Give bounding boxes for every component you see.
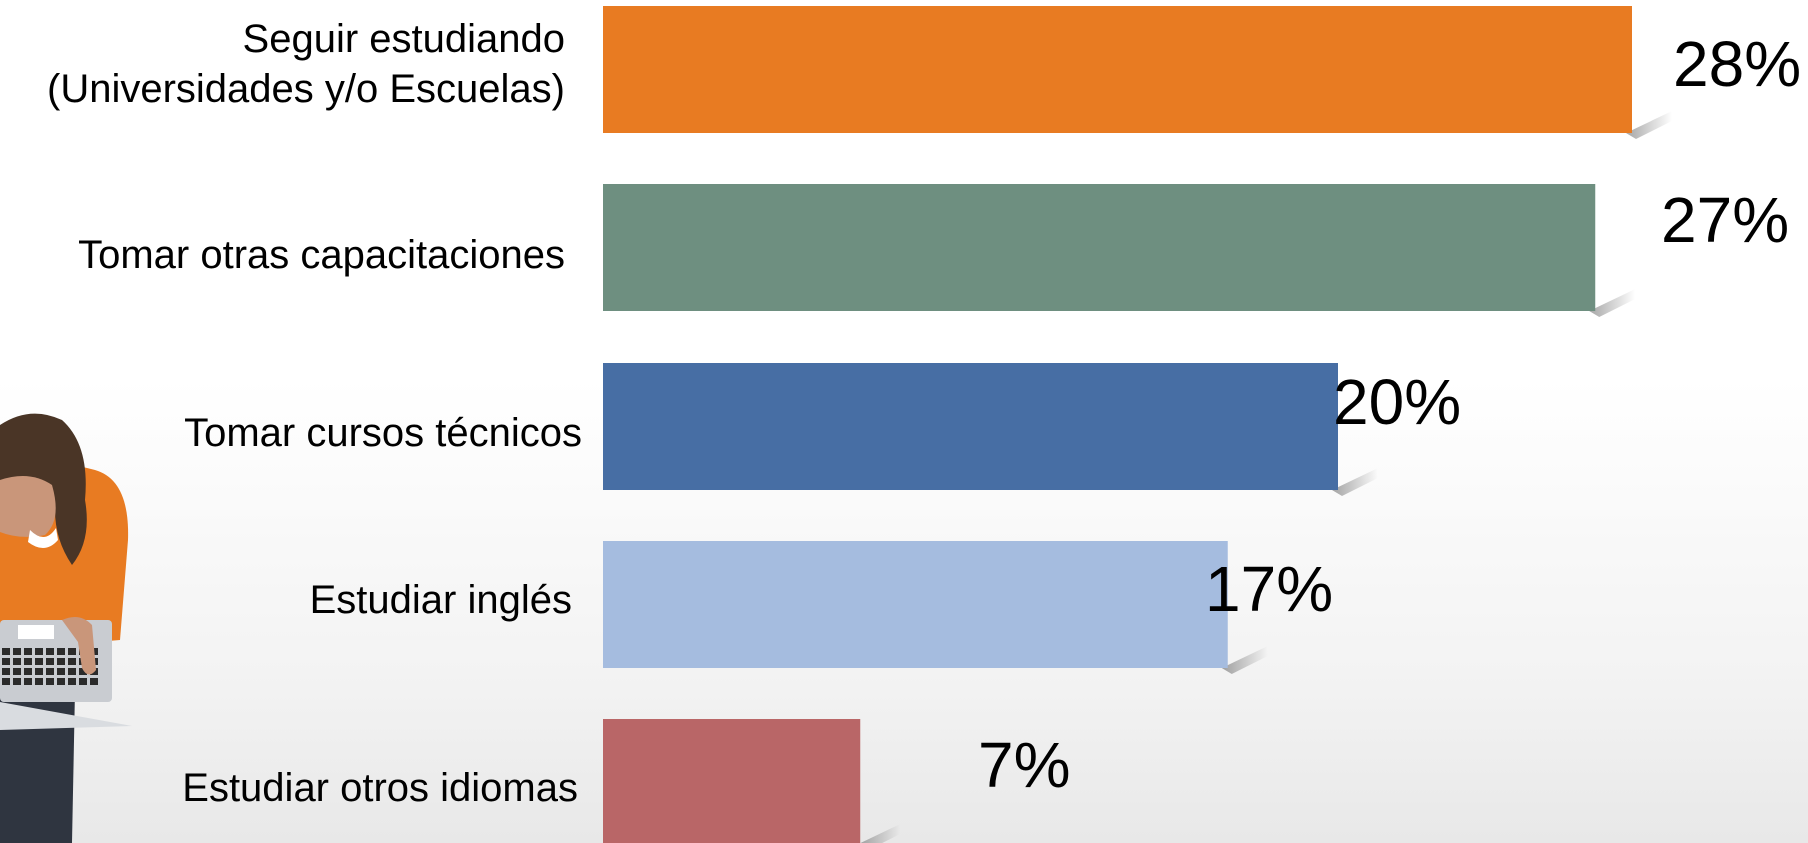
- value-label: 7%: [978, 729, 1071, 801]
- category-label: Seguir estudiando (Universidades y/o Escu…: [47, 17, 565, 111]
- category-label-line: Tomar otras capacitaciones: [78, 233, 565, 277]
- category-labels-layer: Seguir estudiando (Universidades y/o Escu…: [47, 17, 582, 810]
- hand-shape: [62, 616, 96, 675]
- category-label: Tomar cursos técnicos: [184, 411, 582, 455]
- value-label: 27%: [1661, 184, 1789, 256]
- bar: [603, 184, 1596, 311]
- bar: [603, 6, 1632, 133]
- bar-shadow: [1332, 468, 1378, 496]
- value-labels-layer: 28% 27% 20% 17% 7%: [978, 28, 1801, 801]
- category-label: Estudiar inglés: [310, 578, 572, 622]
- category-label-line: Tomar cursos técnicos: [184, 411, 582, 455]
- value-label: 28%: [1673, 28, 1801, 100]
- value-label: 20%: [1333, 366, 1461, 438]
- category-label: Estudiar otros idiomas: [182, 766, 578, 810]
- laptop-screen-shape: [18, 625, 54, 639]
- bar-shadow: [1589, 289, 1636, 317]
- bar: [603, 719, 861, 843]
- bar: [603, 363, 1338, 490]
- bar-shadow: [1626, 111, 1672, 139]
- category-label: Tomar otras capacitaciones: [78, 233, 565, 277]
- category-label-line: Estudiar inglés: [310, 578, 572, 622]
- bar-shadow: [860, 824, 901, 843]
- collar-shape: [28, 528, 58, 549]
- face-shape: [0, 476, 56, 537]
- laptop-base-shape: [0, 702, 132, 730]
- woman-with-laptop-illustration: [0, 413, 132, 843]
- bar-shadow: [1221, 646, 1268, 674]
- category-label-line: (Universidades y/o Escuelas): [47, 67, 565, 111]
- category-label-line: Seguir estudiando: [243, 17, 565, 61]
- bars-layer: [603, 6, 1672, 843]
- bar: [603, 541, 1228, 668]
- value-label: 17%: [1205, 553, 1333, 625]
- category-label-line: Estudiar otros idiomas: [182, 766, 578, 810]
